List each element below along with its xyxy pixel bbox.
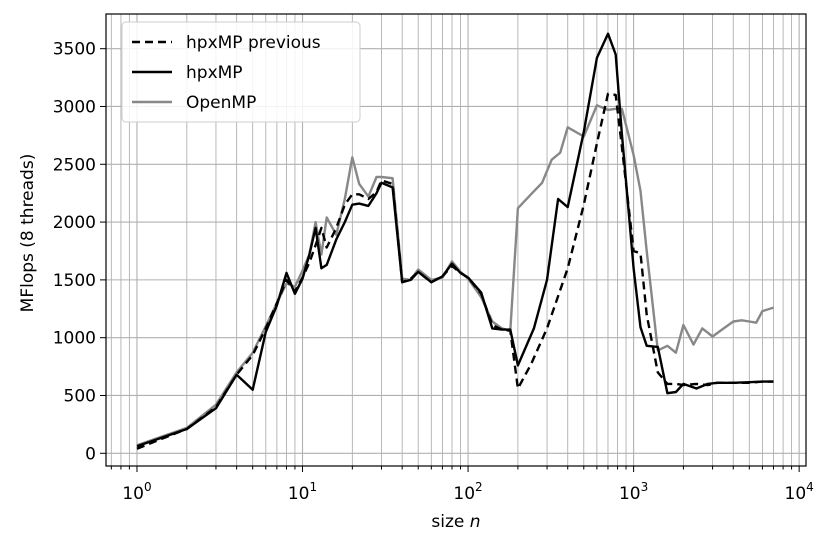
x-tick-label-base: 10 xyxy=(453,484,475,504)
x-tick-label-base: 10 xyxy=(288,484,310,504)
x-axis-title: size n xyxy=(431,512,480,532)
legend: hpxMP previous hpxMP OpenMP xyxy=(121,21,361,123)
x-tick-label: 102 xyxy=(453,480,482,504)
legend-label-openmp: OpenMP xyxy=(186,93,256,113)
x-tick-label: 100 xyxy=(122,480,151,504)
x-tick-label-exponent: 1 xyxy=(310,480,318,494)
y-tick-labels: 0 500 1000 1500 2000 2500 3000 3500 xyxy=(53,40,96,465)
plot-frame xyxy=(105,13,807,467)
x-tick-label-exponent: 2 xyxy=(475,480,483,494)
y-tick-label: 1000 xyxy=(53,329,96,349)
y-tick-label: 500 xyxy=(64,386,96,406)
x-axis-title-text: size xyxy=(431,512,469,532)
x-tick-label-exponent: 0 xyxy=(144,480,152,494)
y-tick-label: 0 xyxy=(85,444,96,464)
x-axis-title-variable: n xyxy=(470,512,481,532)
y-tick-label: 3000 xyxy=(53,97,96,117)
y-tick-label: 2000 xyxy=(53,213,96,233)
x-tick-label-exponent: 4 xyxy=(806,480,814,494)
series-layer xyxy=(136,32,774,450)
legend-box xyxy=(121,21,361,123)
x-tick-label-base: 10 xyxy=(785,484,807,504)
x-tick-label: 104 xyxy=(785,480,814,504)
x-tick-label-base: 10 xyxy=(122,484,144,504)
series-line-hpxmp-previous xyxy=(136,92,774,450)
x-tick-label: 103 xyxy=(619,480,648,504)
y-axis-title: MFlops (8 threads) xyxy=(18,154,38,313)
x-tick-labels: 100 101 102 103 104 xyxy=(122,480,813,504)
y-tick-label: 3500 xyxy=(53,40,96,60)
ticks xyxy=(100,48,800,472)
y-tick-label: 1500 xyxy=(53,271,96,291)
legend-label-hpxmp-previous: hpxMP previous xyxy=(186,33,321,53)
x-tick-label-exponent: 3 xyxy=(641,480,649,494)
x-tick-label: 101 xyxy=(288,480,317,504)
x-tick-label-base: 10 xyxy=(619,484,641,504)
y-tick-label: 2500 xyxy=(53,155,96,175)
legend-label-hpxmp: hpxMP xyxy=(186,63,243,83)
